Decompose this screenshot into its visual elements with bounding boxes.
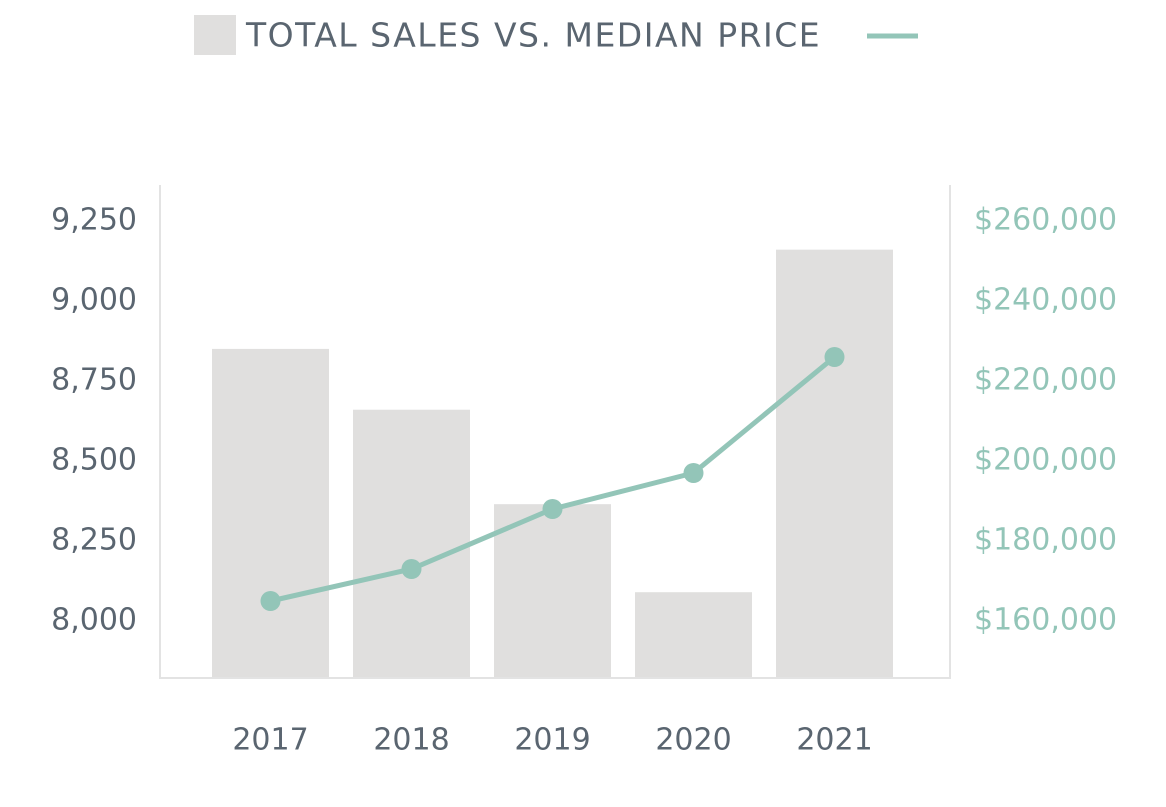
line-point bbox=[260, 591, 281, 611]
y2-tick-label: $180,000 bbox=[974, 523, 1117, 558]
y2-tick-label: $240,000 bbox=[974, 283, 1117, 318]
y-tick-label: 9,250 bbox=[51, 202, 137, 237]
y-tick-label: 9,000 bbox=[51, 282, 137, 317]
y2-tick-label: $220,000 bbox=[974, 363, 1117, 398]
bar bbox=[635, 592, 752, 677]
x-tick-label: 2018 bbox=[373, 723, 449, 758]
y-tick-label: 8,750 bbox=[51, 362, 137, 397]
chart-title: TOTAL SALES VS. MEDIAN PRICE bbox=[245, 16, 821, 55]
line-point bbox=[542, 499, 563, 519]
line-point bbox=[824, 347, 845, 367]
y-tick-label: 8,000 bbox=[51, 603, 137, 638]
bar bbox=[353, 409, 470, 677]
y2-tick-label: $260,000 bbox=[974, 203, 1117, 238]
bar bbox=[212, 348, 329, 677]
line-point bbox=[683, 463, 704, 483]
legend-bar-swatch bbox=[194, 15, 236, 55]
x-tick-label: 2020 bbox=[655, 723, 731, 758]
y-tick-label: 8,500 bbox=[51, 442, 137, 477]
x-tick-label: 2021 bbox=[796, 723, 872, 758]
line-point bbox=[401, 559, 422, 579]
x-tick-label: 2019 bbox=[514, 723, 590, 758]
y2-tick-label: $160,000 bbox=[974, 603, 1117, 638]
bar bbox=[776, 249, 893, 677]
y-tick-label: 8,250 bbox=[51, 522, 137, 557]
x-tick-label: 2017 bbox=[232, 723, 308, 758]
bar bbox=[494, 504, 611, 677]
y2-tick-label: $200,000 bbox=[974, 443, 1117, 478]
